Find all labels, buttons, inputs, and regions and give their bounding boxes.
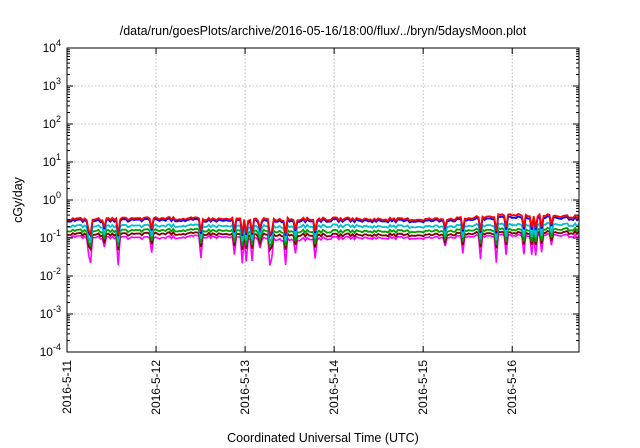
y-axis-label: cGy/day (11, 176, 25, 223)
x-tick-label: 2016-5-16 (505, 360, 519, 415)
x-axis-label: Coordinated Universal Time (UTC) (227, 431, 419, 445)
series-line (66, 212, 580, 238)
x-tick-label: 2016-5-11 (60, 360, 74, 414)
y-tick-label: 102 (43, 114, 61, 131)
series-line (66, 232, 580, 266)
series-line (66, 221, 580, 245)
x-tick-label: 2016-5-15 (416, 360, 430, 415)
x-tick-label: 2016-5-12 (149, 360, 163, 415)
y-tick-label: 10-1 (40, 228, 61, 245)
x-tick-label: 2016-5-14 (327, 360, 341, 415)
y-tick-label: 10-4 (40, 342, 61, 359)
y-tick-label: 103 (43, 76, 61, 93)
y-tick-label: 104 (43, 38, 61, 55)
chart-title: /data/run/goesPlots/archive/2016-05-16/1… (120, 24, 527, 38)
x-tick-label: 2016-5-13 (238, 360, 252, 415)
series-group (66, 212, 580, 266)
y-tick-label: 100 (43, 190, 61, 207)
y-tick-label: 10-3 (40, 304, 61, 321)
y-tick-label: 10-2 (40, 266, 61, 283)
ticks: 10-4 10-3 10-2 10-1 100 101 102 103 104 2016-5-11… (40, 38, 579, 415)
y-tick-label: 101 (43, 152, 61, 169)
series-line (66, 226, 580, 249)
grid (67, 48, 579, 352)
